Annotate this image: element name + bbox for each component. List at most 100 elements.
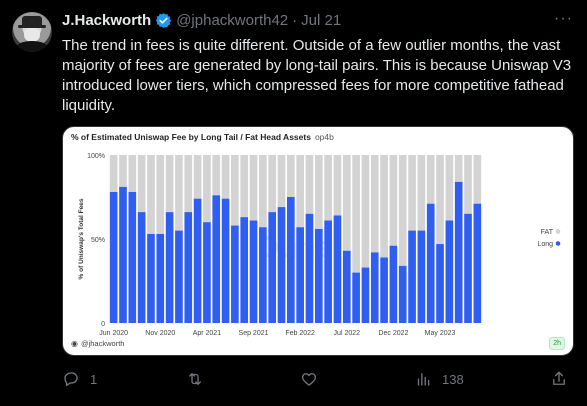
bar-long — [259, 227, 267, 323]
bar-fat — [314, 155, 323, 229]
bar-fat — [389, 155, 398, 246]
bar-long — [352, 272, 360, 323]
bar-long — [156, 233, 165, 323]
tweet-text: The trend in fees is quite different. Ou… — [62, 37, 572, 114]
like-button[interactable] — [300, 370, 328, 388]
bar-fat — [128, 155, 137, 192]
bar-long — [128, 191, 137, 323]
bar-long — [314, 228, 323, 323]
bar-fat — [342, 155, 351, 251]
user-icon: ◉ — [71, 339, 78, 348]
bar-fat — [464, 155, 472, 214]
bar-long — [370, 252, 379, 323]
chart-subtitle: op4b — [314, 132, 334, 142]
bar-fat — [184, 155, 193, 213]
footer-username: @jhackworth — [80, 339, 125, 348]
bar-fat — [240, 155, 249, 218]
bar-long — [380, 257, 388, 323]
bar-long — [212, 195, 221, 323]
bar-long — [137, 212, 146, 323]
bar-fat — [408, 155, 416, 231]
like-icon — [301, 373, 317, 386]
bar-fat — [473, 155, 482, 204]
bar-long — [287, 197, 295, 323]
views-icon — [417, 373, 430, 386]
bar-fat — [147, 155, 155, 234]
bar-long — [305, 213, 314, 323]
y-axis-label: % of Uniswap's Total Fees — [78, 198, 85, 279]
bar-long — [361, 267, 370, 323]
legend-swatch-fat — [555, 229, 561, 234]
separator-dot: · — [292, 12, 298, 29]
bar-long — [408, 230, 416, 323]
bar-fat — [119, 155, 127, 187]
author-name[interactable]: J.Hackworth — [62, 12, 152, 29]
retweet-icon — [189, 373, 201, 385]
bar-fat — [221, 155, 230, 199]
bar-long — [193, 198, 202, 323]
age-badge: 2h — [549, 337, 565, 350]
avatar-hat — [22, 16, 42, 26]
chart-title: % of Estimated Uniswap Fee by Long Tail … — [71, 132, 334, 142]
bar-long — [109, 191, 118, 323]
bar-long — [342, 250, 351, 323]
bar-long — [240, 217, 249, 323]
legend-label-long: Long — [537, 241, 553, 248]
bar-long — [436, 244, 444, 323]
view-count: 138 — [442, 371, 464, 387]
x-tick-label: Jun 2020 — [99, 330, 128, 337]
bar-long — [147, 233, 155, 323]
bar-fat — [156, 155, 165, 234]
bar-fat — [426, 155, 435, 204]
bar-fat — [109, 155, 118, 192]
bar-long — [417, 230, 426, 323]
bar-long — [426, 203, 435, 323]
bar-fat — [277, 155, 286, 208]
bar-long — [175, 230, 183, 323]
tweet-header: J.Hackworth @jphackworth42 · Jul 21 — [62, 12, 341, 29]
reply-count: 1 — [90, 371, 98, 387]
bar-fat — [212, 155, 221, 196]
retweet-button[interactable] — [186, 370, 214, 388]
chart-card[interactable]: % of Estimated Uniswap Fee by Long Tail … — [62, 126, 574, 356]
bar-fat — [380, 155, 388, 258]
more-icon[interactable]: ··· — [554, 10, 573, 27]
avatar-face — [24, 28, 40, 42]
bar-fat — [445, 155, 454, 221]
bar-long — [445, 220, 454, 323]
bar-fat — [398, 155, 407, 266]
bar-fat — [352, 155, 360, 273]
avatar[interactable] — [12, 12, 52, 52]
bar-fat — [296, 155, 304, 228]
author-handle[interactable]: @jphackworth42 — [176, 12, 289, 29]
avatar-hat-brim — [18, 25, 46, 28]
x-tick-label: Feb 2022 — [285, 330, 315, 337]
avatar-coat — [16, 41, 48, 52]
bar-fat — [203, 155, 211, 223]
bar-fat — [259, 155, 267, 228]
views-button[interactable]: 138 — [414, 370, 464, 388]
bar-long — [389, 245, 398, 323]
bar-fat — [249, 155, 258, 221]
bar-fat — [436, 155, 444, 245]
bar-long — [454, 181, 463, 323]
bar-fat — [287, 155, 295, 197]
y-tick-label: 100% — [87, 153, 105, 160]
x-tick-label: Nov 2020 — [145, 330, 175, 337]
bar-long — [268, 212, 277, 323]
legend-label-fat: FAT — [541, 229, 554, 236]
y-tick-label: 0 — [101, 321, 105, 328]
tweet-date[interactable]: Jul 21 — [301, 12, 342, 29]
bar-long — [296, 227, 304, 323]
share-button[interactable] — [550, 370, 568, 388]
bar-fat — [268, 155, 277, 213]
bar-fat — [417, 155, 426, 231]
bar-long — [249, 220, 258, 323]
bar-long — [277, 207, 286, 323]
bar-fat — [361, 155, 370, 268]
bar-long — [184, 212, 193, 323]
bar-fat — [305, 155, 314, 214]
bar-fat — [175, 155, 183, 231]
reply-button[interactable]: 1 — [62, 370, 97, 388]
